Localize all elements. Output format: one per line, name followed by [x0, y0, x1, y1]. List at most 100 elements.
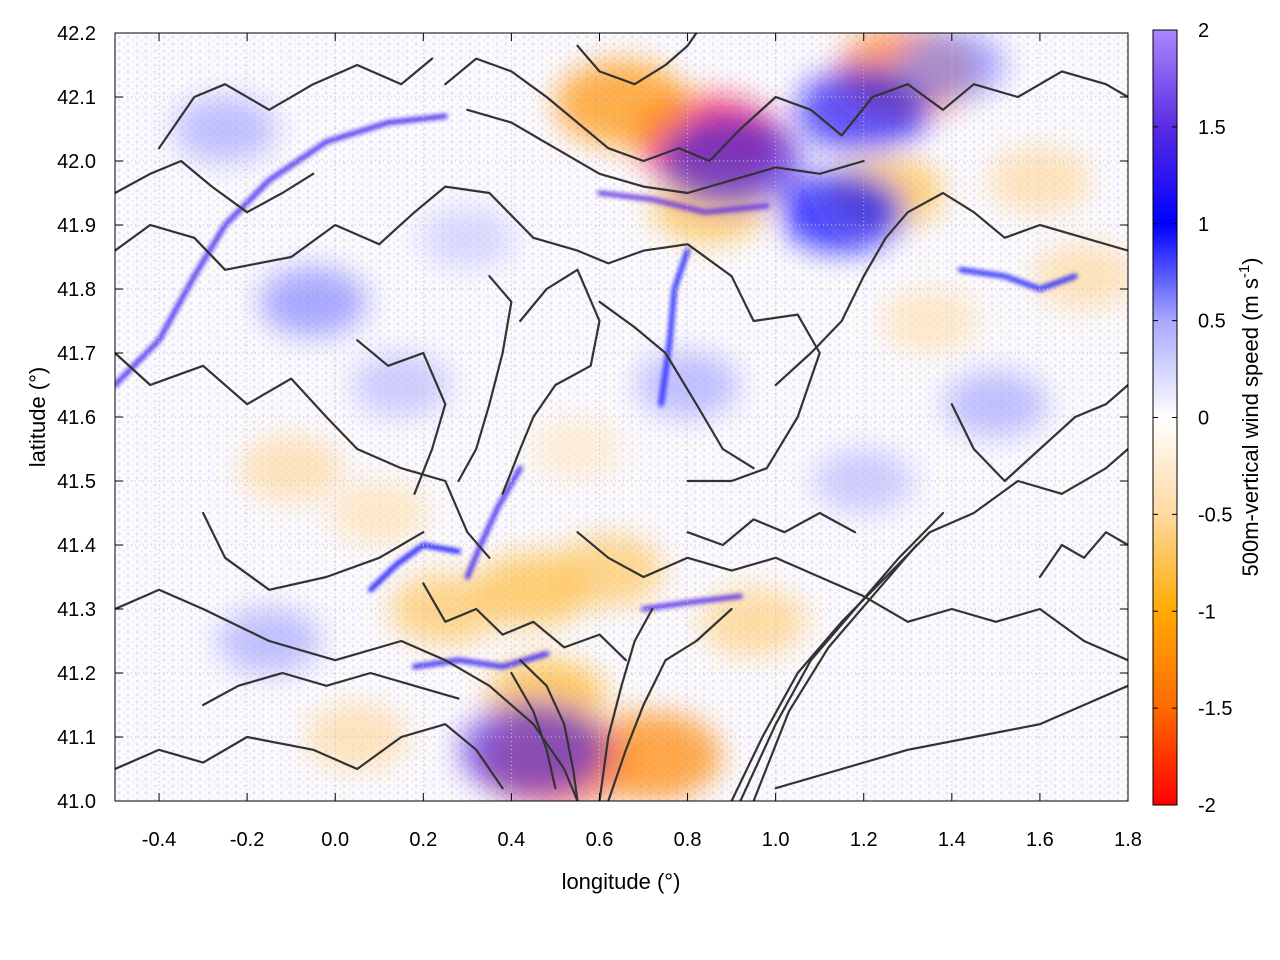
wind-cell: [460, 702, 607, 797]
wind-cell: [259, 267, 367, 337]
x-tick-label: 1.2: [850, 829, 878, 851]
wind-cell: [944, 371, 1047, 438]
colorbar-tick-label: 2: [1198, 20, 1209, 42]
terrain-contour-line: [115, 159, 315, 214]
colorbar-tick-label: -2: [1198, 795, 1216, 817]
terrain-contour-line: [576, 531, 1128, 662]
y-axis-ticks: 41.0 41.1 41.2 41.3 41.4 41.5 41.6 41.7 41.8 41.9…: [57, 23, 1128, 813]
y-tick-label: 42.0: [57, 151, 96, 173]
colorbar-unit-prefix: (m s: [1238, 278, 1263, 321]
terrain-contour-line: [519, 659, 579, 801]
terrain-contour-line: [752, 543, 918, 801]
colorbar-tick-label: 0: [1198, 408, 1209, 430]
colorbar-tick-label: 1: [1198, 214, 1209, 236]
terrain-contour-line: [576, 33, 698, 86]
wind-cell: [881, 289, 979, 353]
y-axis-title: latitude (°): [25, 367, 50, 468]
y-tick-label: 41.7: [57, 343, 96, 365]
wind-cell: [988, 147, 1091, 214]
terrain-contour-line: [157, 57, 434, 150]
wind-ridge-line: [597, 190, 770, 215]
wind-ridge-line: [368, 542, 461, 593]
wind-cell: [555, 60, 688, 147]
wind-ridge-line: [641, 593, 743, 612]
wind-cell: [330, 481, 429, 545]
x-tick-label: 1.0: [762, 829, 790, 851]
wind-cell: [779, 172, 904, 253]
terrain-contour-line: [739, 511, 945, 801]
x-axis-ticks: -0.4 -0.2 0.0 0.2 0.4 0.6 0.8 1.0 1.2 1.4 1.6 1.8: [142, 33, 1142, 851]
y-tick-label: 41.4: [57, 535, 96, 557]
wind-cell: [174, 96, 277, 162]
terrain-contour-line: [457, 275, 513, 483]
x-axis-title: longitude (°): [562, 869, 681, 894]
colorbar-label: 500m-vertical wind speed: [1238, 327, 1263, 576]
y-tick-label: 41.6: [57, 407, 96, 429]
colorbar-unit-suffix: ): [1238, 257, 1263, 264]
terrain-contour-line: [730, 447, 1128, 801]
x-tick-label: 1.4: [938, 829, 966, 851]
wind-cell: [420, 207, 514, 268]
terrain-contour-line: [202, 671, 460, 707]
wind-ridge-line: [958, 267, 1078, 292]
terrain-contour-line: [774, 191, 1128, 387]
x-tick-label: 1.6: [1026, 829, 1054, 851]
terrain-contour-line: [598, 300, 755, 470]
y-tick-label: 41.9: [57, 215, 96, 237]
x-tick-label: -0.2: [230, 829, 264, 851]
y-tick-label: 41.0: [57, 791, 96, 813]
colorbar-unit-exponent: -1: [1236, 265, 1253, 278]
terrain-contour-line: [598, 607, 654, 801]
colorbar-title: 500m-vertical wind speed (m s-1): [1236, 257, 1263, 576]
x-tick-label: 0.8: [674, 829, 702, 851]
wind-cell: [352, 353, 451, 417]
wind-cell: [240, 435, 343, 502]
terrain-contour-line: [202, 511, 425, 591]
wind-cell: [530, 418, 625, 480]
terrain-contour-line: [444, 57, 1128, 163]
terrain-contour-line: [950, 383, 1128, 483]
terrain-contour-line: [501, 268, 601, 495]
wind-ridge-line: [464, 465, 523, 580]
wind-ridge-line: [412, 651, 550, 670]
x-tick-label: 0.2: [409, 829, 437, 851]
colorbar-tick-label: -1: [1198, 601, 1216, 623]
terrain-contour-line: [115, 185, 821, 483]
terrain-contour-line: [607, 607, 733, 801]
terrain-contour-line: [422, 582, 628, 662]
terrain-contour-line: [466, 108, 865, 195]
terrain-contour-line: [115, 351, 491, 559]
wind-ridge-line: [115, 113, 448, 388]
terrain-contour-line: [115, 723, 504, 790]
terrain-contour-line: [356, 339, 447, 495]
wind-ridge-line: [658, 248, 691, 407]
y-tick-label: 42.2: [57, 23, 96, 45]
terrain-contour-line: [686, 511, 857, 547]
wind-cell: [389, 573, 501, 645]
wind-ridge-layer: [115, 113, 1078, 670]
x-tick-label: 1.8: [1114, 829, 1142, 851]
wind-cell: [1032, 243, 1128, 310]
terrain-contour-line: [1038, 531, 1128, 579]
colorbar-tick-label: 1.5: [1198, 117, 1226, 139]
y-tick-label: 42.1: [57, 87, 96, 109]
x-tick-label: 0.4: [497, 829, 525, 851]
terrain-contour-line: [774, 684, 1128, 790]
terrain-contours: [115, 33, 1128, 801]
wind-cell: [306, 704, 409, 770]
terrain-contour-line: [510, 671, 557, 790]
x-tick-label: 0.6: [586, 829, 614, 851]
y-tick-label: 41.5: [57, 471, 96, 493]
colorbar-tick-label: 0.5: [1198, 311, 1226, 333]
wind-cell: [552, 534, 664, 607]
wind-cell: [898, 33, 1006, 100]
x-tick-label: 0.0: [321, 829, 349, 851]
colorbar-tick-label: -1.5: [1198, 698, 1232, 720]
x-tick-label: -0.4: [142, 829, 176, 851]
colorbar-ticks: 2 1.5 1 0.5 0 -0.5 -1 -1.5 -2: [1153, 20, 1232, 817]
colorbar-tick-label: -0.5: [1198, 504, 1232, 526]
wind-cell: [700, 587, 807, 657]
y-tick-label: 41.2: [57, 663, 96, 685]
wind-cell: [583, 712, 721, 801]
